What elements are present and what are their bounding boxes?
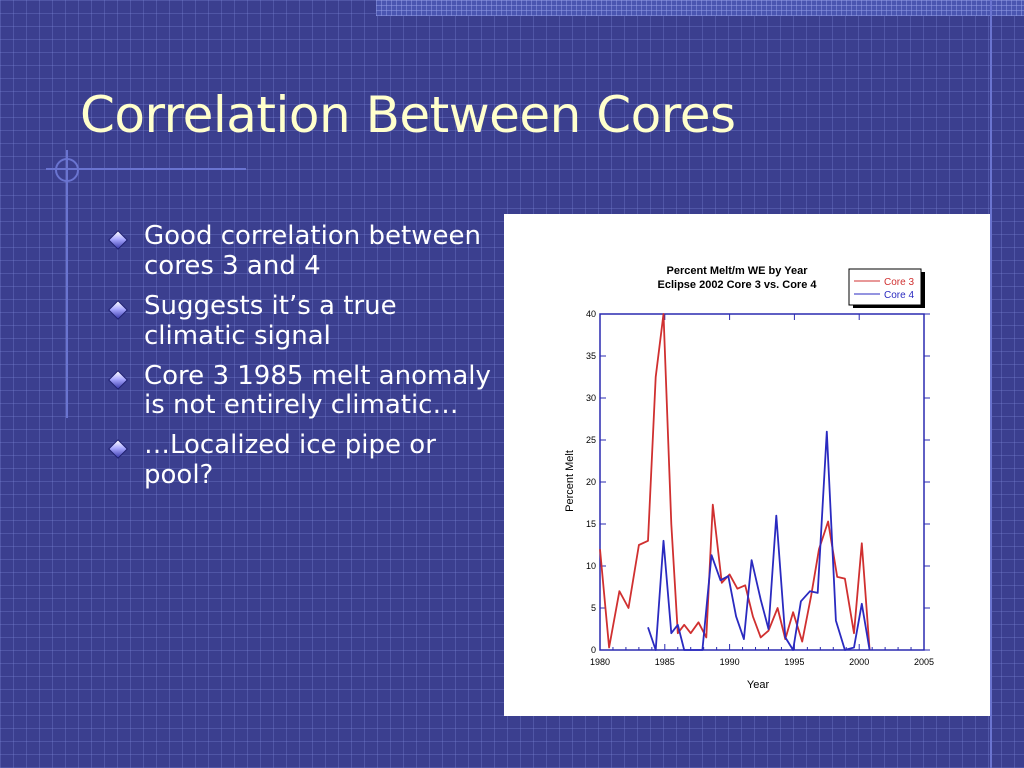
chart-legend: Core 3 Core 4 [848,268,925,308]
top-decorative-band [376,0,1024,16]
y-tick-label: 30 [586,393,596,403]
bullet-text: Suggests it’s a true climatic signal [144,290,397,351]
x-tick-label: 2000 [849,657,869,667]
x-tick-label: 1990 [720,657,740,667]
y-tick-label: 10 [586,561,596,571]
diamond-bullet-icon [109,440,127,458]
legend-box [848,268,922,306]
title-underline [46,168,246,170]
bullet-item: Core 3 1985 melt anomaly is not entirely… [108,360,503,422]
legend-label-core4: Core 4 [884,290,914,301]
diamond-bullet-icon [109,231,127,249]
y-tick-label: 35 [586,351,596,361]
chart-title-line2: Eclipse 2002 Core 3 vs. Core 4 [658,279,818,291]
x-tick-label: 1995 [784,657,804,667]
chart-panel: Percent Melt/m WE by Year Eclipse 2002 C… [504,214,990,716]
chart-plot-area: 1980 1985 1990 1995 2000 2005 0 5 10 15 20 25 30 35 40 [586,309,934,667]
diamond-bullet-icon [109,301,127,319]
slide-title: Correlation Between Cores [80,86,736,144]
y-tick-label: 40 [586,309,596,319]
bullet-item: …Localized ice pipe or pool? [108,430,503,491]
y-tick-label: 25 [586,435,596,445]
y-axis-label: Percent Melt [564,450,576,512]
y-tick-label: 5 [591,603,596,613]
diamond-bullet-icon [109,371,127,389]
bullet-item: Suggests it’s a true climatic signal [108,290,503,352]
legend-label-core3: Core 3 [884,277,914,288]
x-tick-label: 1985 [655,657,675,667]
melt-chart: Percent Melt/m WE by Year Eclipse 2002 C… [564,265,934,691]
plot-frame [599,313,925,651]
y-tick-label: 15 [586,519,596,529]
y-tick-label: 0 [591,645,596,655]
bullet-item: Good correlation between cores 3 and 4 [108,221,503,282]
right-decorative-line [990,0,992,768]
core3-series-line [599,313,871,651]
x-axis-label: Year [747,679,770,691]
x-tick-label: 1980 [590,657,610,667]
bullet-list: Good correlation between cores 3 and 4 S… [108,221,503,501]
left-decorative-line [66,150,68,418]
y-tick-label: 20 [586,477,596,487]
chart-title-line1: Percent Melt/m WE by Year [666,265,808,277]
x-tick-label: 2005 [914,657,934,667]
bullet-text: …Localized ice pipe or pool? [144,430,436,491]
bullet-text: Good correlation between cores 3 and 4 [144,221,481,281]
decorative-circle [55,158,79,182]
core4-series-line [647,430,871,651]
bullet-text: Core 3 1985 melt anomaly is not entirely… [144,360,491,421]
